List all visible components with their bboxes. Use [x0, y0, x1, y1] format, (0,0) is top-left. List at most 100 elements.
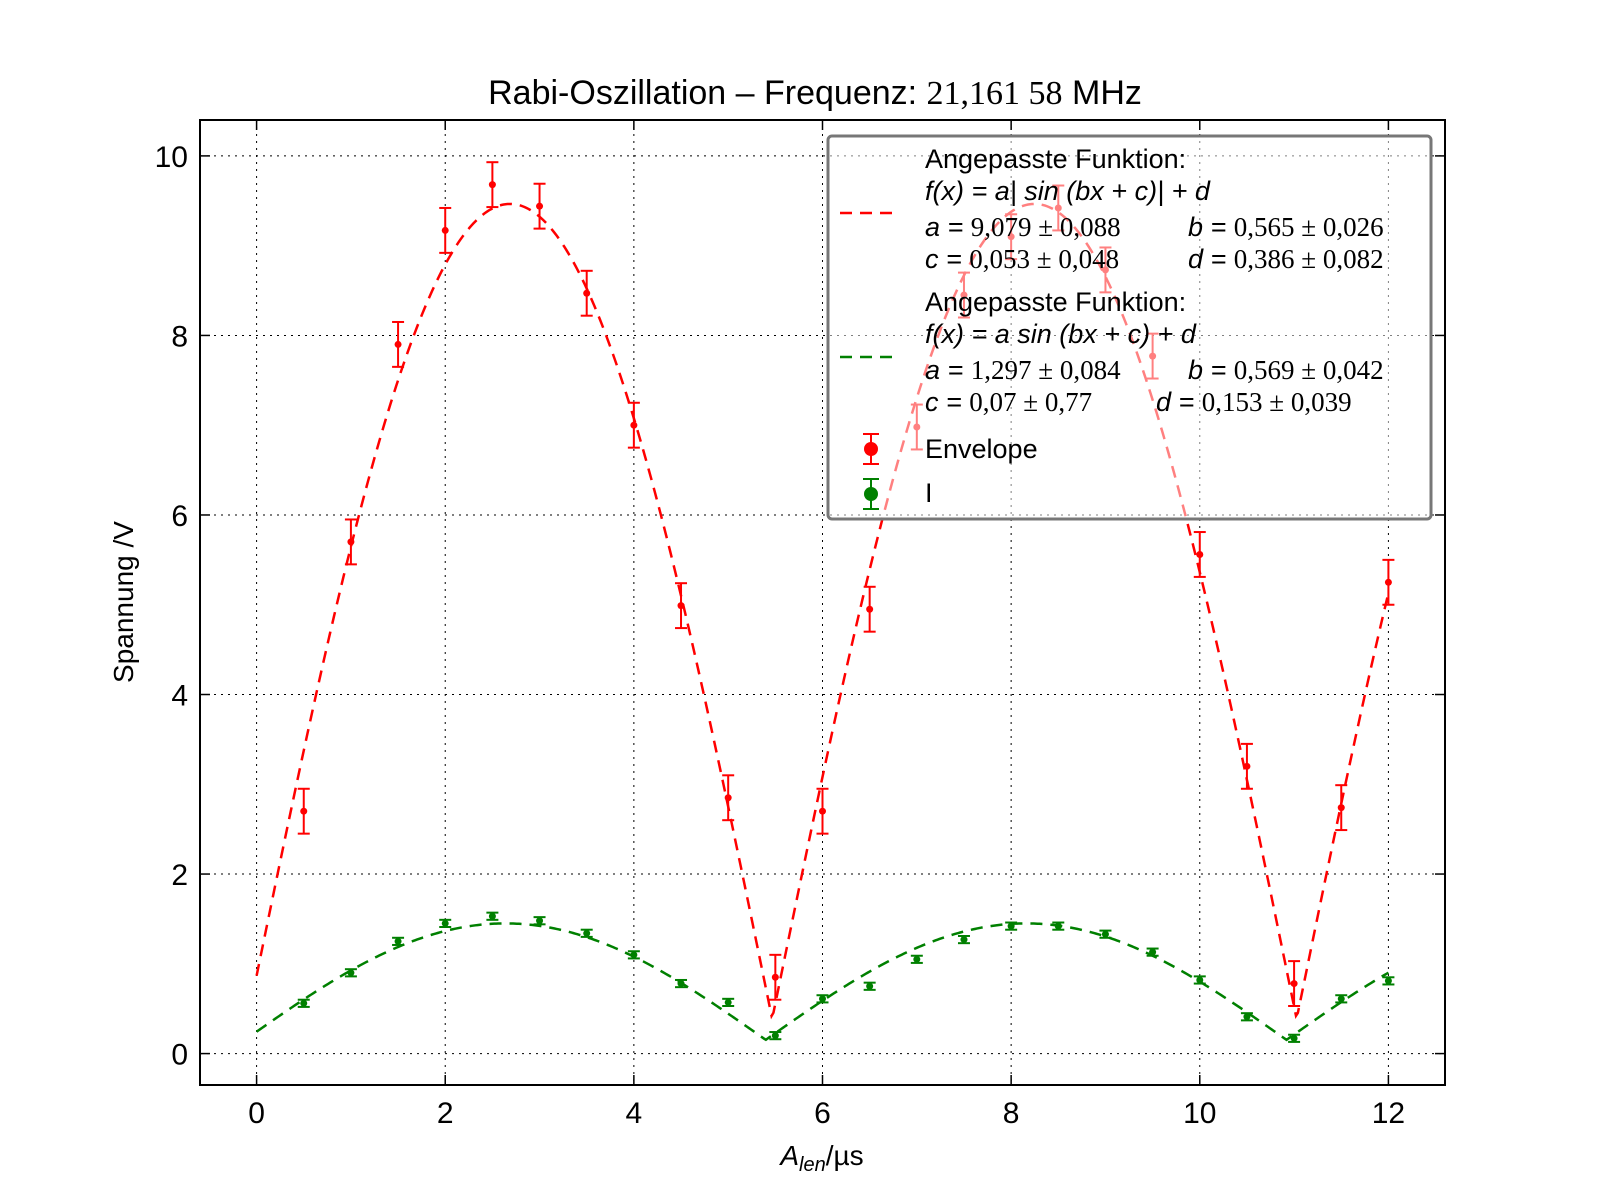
legend-fit2-formula: f(x) = a sin (bx + c) + d	[925, 319, 1197, 349]
x-tick-label: 4	[626, 1097, 643, 1130]
data-point-i	[536, 917, 544, 925]
data-point-i	[441, 919, 449, 927]
legend-fit2-c: c = 0,07 ± 0,77	[925, 387, 1092, 417]
data-point-envelope	[394, 340, 402, 348]
data-point-envelope	[1337, 804, 1345, 812]
data-point-i	[724, 998, 732, 1006]
data-point-envelope	[441, 226, 449, 234]
data-point-i	[677, 980, 685, 988]
legend-fit1-a-label: a =	[925, 212, 971, 242]
data-point-i	[771, 1032, 779, 1040]
data-point-i	[913, 955, 921, 963]
data-point-envelope	[866, 605, 874, 613]
legend-i-label: I	[925, 478, 933, 508]
x-tick-label: 2	[437, 1097, 454, 1130]
y-tick-label: 10	[155, 141, 188, 174]
data-point-i	[1196, 976, 1204, 984]
y-tick-label: 6	[171, 500, 188, 533]
y-tick-label: 4	[171, 680, 188, 713]
x-axis-label: Alen/µs	[778, 1140, 863, 1176]
data-point-envelope	[300, 807, 308, 815]
data-point-envelope	[677, 602, 685, 610]
legend-fit1-formula: f(x) = a| sin (bx + c)| + d	[925, 176, 1211, 206]
data-point-i	[1243, 1013, 1251, 1021]
data-point-envelope	[1290, 980, 1298, 988]
legend-fit2-a-value: 1,297 ± 0,084	[971, 355, 1121, 385]
legend-fit2-d: d = 0,153 ± 0,039	[1156, 387, 1352, 417]
legend-fit1-heading: Angepasste Funktion:	[925, 144, 1186, 174]
legend-fit2-a-label: a =	[925, 355, 971, 385]
data-point-i	[1337, 995, 1345, 1003]
x-tick-label: 0	[248, 1097, 265, 1130]
data-point-i	[1054, 922, 1062, 930]
chart-title-unit: MHz	[1063, 74, 1142, 112]
legend: Angepasste Funktion: f(x) = a| sin (bx +…	[826, 134, 1433, 521]
y-tick-label: 0	[171, 1039, 188, 1072]
legend-fit1-b: b = 0,565 ± 0,026	[1188, 212, 1384, 242]
chart-title-text: Rabi-Oszillation – Frequenz:	[488, 74, 926, 112]
data-point-i	[960, 936, 968, 944]
legend-fit1-c-label: c =	[925, 244, 969, 274]
x-tick-label: 12	[1372, 1097, 1405, 1130]
legend-fit1-d-value: 0,386 ± 0,082	[1234, 244, 1384, 274]
y-tick-label: 2	[171, 859, 188, 892]
data-point-i	[347, 969, 355, 977]
legend-fit2-d-value: 0,153 ± 0,039	[1202, 387, 1352, 417]
legend-fit2-b: b = 0,569 ± 0,042	[1188, 355, 1384, 385]
data-point-envelope	[1243, 762, 1251, 770]
data-point-i	[1007, 922, 1015, 930]
y-tick-label: 8	[171, 320, 188, 353]
x-tick-label: 8	[1003, 1097, 1020, 1130]
data-point-envelope	[347, 538, 355, 546]
legend-fit2-heading: Angepasste Funktion:	[925, 287, 1186, 317]
data-point-envelope	[488, 181, 496, 189]
legend-fit2-d-label: d =	[1156, 387, 1202, 417]
data-point-i	[1384, 977, 1392, 985]
data-point-i	[1101, 930, 1109, 938]
legend-fit1-d: d = 0,386 ± 0,082	[1188, 244, 1384, 274]
data-point-envelope	[1196, 550, 1204, 558]
data-point-envelope	[1384, 578, 1392, 586]
legend-fit1-a: a = 9,079 ± 0,088	[925, 212, 1121, 242]
legend-fit2-b-value: 0,569 ± 0,042	[1234, 355, 1384, 385]
legend-fit2-c-label: c =	[925, 387, 969, 417]
legend-fit1-c-value: 0,053 ± 0,048	[969, 244, 1119, 274]
data-point-envelope	[583, 289, 591, 297]
legend-fit1-a-value: 9,079 ± 0,088	[971, 212, 1121, 242]
data-point-i	[488, 912, 496, 920]
x-axis-label-main: A	[778, 1140, 799, 1171]
legend-fit1-b-value: 0,565 ± 0,026	[1234, 212, 1384, 242]
legend-envelope-label: Envelope	[925, 434, 1038, 464]
legend-i-marker	[863, 478, 879, 510]
data-point-i	[583, 929, 591, 937]
data-point-envelope	[724, 794, 732, 802]
y-axis-label: Spannung /V	[108, 521, 139, 683]
data-point-i	[394, 937, 402, 945]
chart-title: Rabi-Oszillation – Frequenz: 21,161 58 M…	[488, 74, 1142, 112]
x-axis-label-sub: len	[799, 1154, 826, 1176]
chart-title-frequency: 21,161 58	[927, 75, 1063, 112]
data-point-i	[819, 995, 826, 1003]
legend-fit1-b-label: b =	[1188, 212, 1234, 242]
x-tick-label: 10	[1183, 1097, 1216, 1130]
tick-layer: 0 2 4 6 8 10 12 0 2 4 6 8 10	[155, 120, 1445, 1130]
legend-fit2-b-label: b =	[1188, 355, 1234, 385]
legend-box	[826, 134, 1433, 521]
legend-fit1-c: c = 0,053 ± 0,048	[925, 244, 1119, 274]
data-point-envelope	[771, 973, 779, 981]
legend-fit1-d-label: d =	[1188, 244, 1234, 274]
data-point-i	[300, 999, 308, 1007]
data-point-envelope	[819, 807, 826, 815]
x-tick-label: 6	[814, 1097, 831, 1130]
data-point-i	[866, 982, 874, 990]
legend-fit2-c-value: 0,07 ± 0,77	[969, 387, 1092, 417]
data-point-i	[630, 951, 638, 959]
legend-fit2-a: a = 1,297 ± 0,084	[925, 355, 1121, 385]
data-point-envelope	[536, 202, 544, 210]
data-point-i	[1149, 948, 1157, 956]
data-point-envelope	[630, 421, 638, 429]
legend-envelope-marker	[863, 433, 879, 465]
x-axis-label-unit: /µs	[826, 1140, 864, 1171]
data-point-i	[1290, 1034, 1298, 1042]
